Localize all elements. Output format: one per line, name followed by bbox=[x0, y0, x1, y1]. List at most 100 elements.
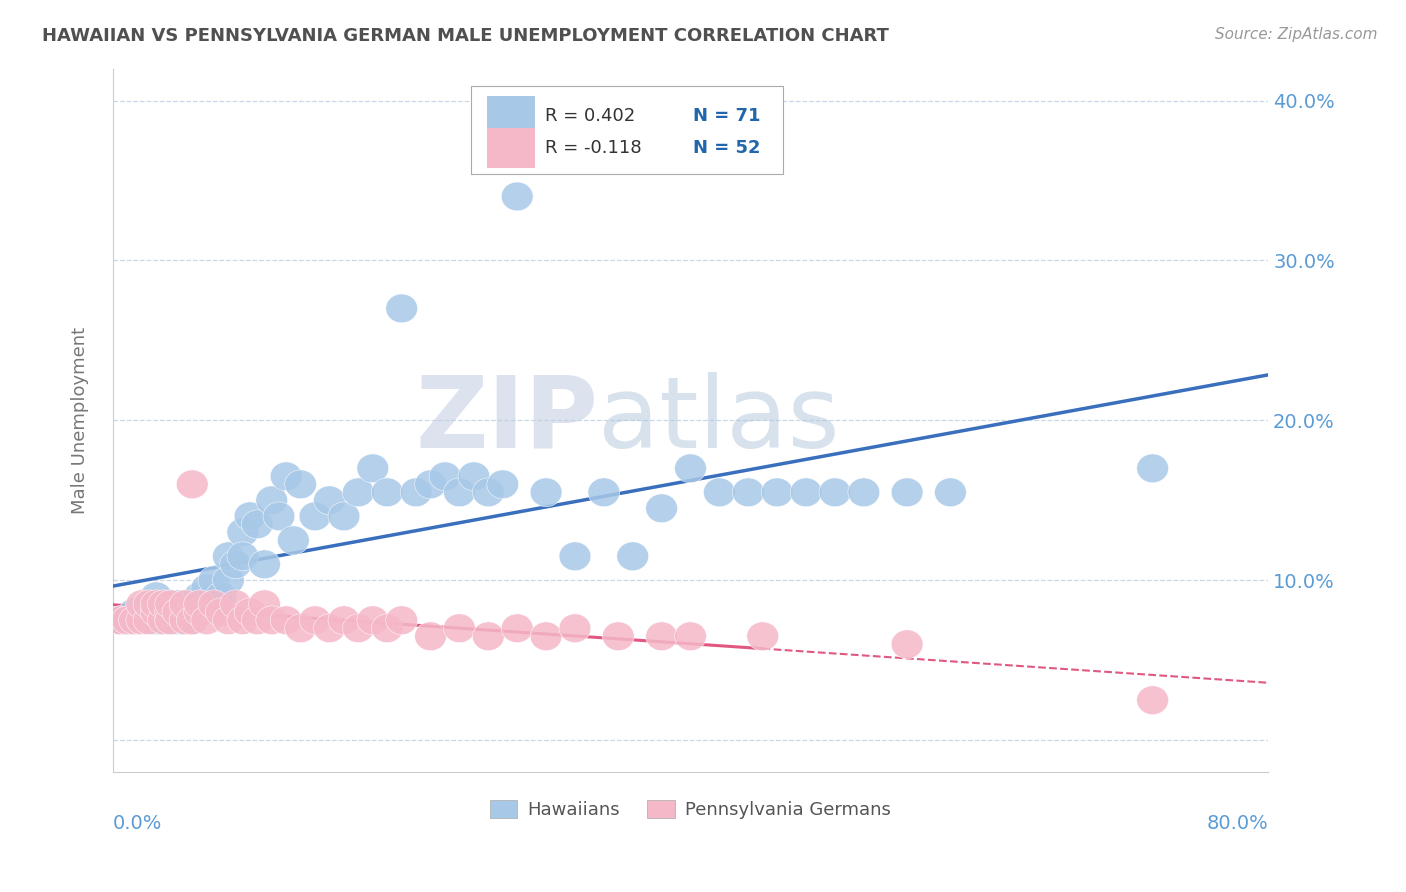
Ellipse shape bbox=[256, 486, 288, 515]
Text: 80.0%: 80.0% bbox=[1206, 814, 1268, 833]
Ellipse shape bbox=[134, 606, 165, 634]
Ellipse shape bbox=[118, 606, 150, 634]
Ellipse shape bbox=[111, 606, 143, 634]
Ellipse shape bbox=[176, 470, 208, 499]
Ellipse shape bbox=[270, 606, 302, 634]
Ellipse shape bbox=[415, 622, 447, 650]
Ellipse shape bbox=[385, 606, 418, 634]
Ellipse shape bbox=[169, 606, 201, 634]
Ellipse shape bbox=[790, 478, 823, 507]
Ellipse shape bbox=[235, 502, 266, 531]
Ellipse shape bbox=[263, 502, 295, 531]
Ellipse shape bbox=[472, 622, 505, 650]
Ellipse shape bbox=[299, 606, 330, 634]
Ellipse shape bbox=[502, 182, 533, 211]
Ellipse shape bbox=[104, 606, 136, 634]
Text: atlas: atlas bbox=[598, 372, 839, 469]
Ellipse shape bbox=[891, 630, 922, 658]
Ellipse shape bbox=[141, 598, 172, 627]
Text: HAWAIIAN VS PENNSYLVANIA GERMAN MALE UNEMPLOYMENT CORRELATION CHART: HAWAIIAN VS PENNSYLVANIA GERMAN MALE UNE… bbox=[42, 27, 889, 45]
Ellipse shape bbox=[155, 606, 187, 634]
Ellipse shape bbox=[343, 614, 374, 642]
Ellipse shape bbox=[284, 470, 316, 499]
Ellipse shape bbox=[242, 606, 273, 634]
Ellipse shape bbox=[226, 542, 259, 571]
Text: R = 0.402: R = 0.402 bbox=[546, 106, 636, 125]
Ellipse shape bbox=[148, 590, 180, 619]
Ellipse shape bbox=[935, 478, 966, 507]
Ellipse shape bbox=[429, 462, 461, 491]
Ellipse shape bbox=[645, 494, 678, 523]
Text: 0.0%: 0.0% bbox=[112, 814, 162, 833]
Ellipse shape bbox=[111, 606, 143, 634]
Ellipse shape bbox=[155, 590, 187, 619]
Ellipse shape bbox=[761, 478, 793, 507]
Ellipse shape bbox=[1136, 686, 1168, 714]
Ellipse shape bbox=[458, 462, 489, 491]
Ellipse shape bbox=[891, 478, 922, 507]
Ellipse shape bbox=[169, 606, 201, 634]
Ellipse shape bbox=[141, 582, 172, 611]
Ellipse shape bbox=[162, 598, 194, 627]
Text: N = 71: N = 71 bbox=[693, 106, 761, 125]
Ellipse shape bbox=[530, 622, 562, 650]
Ellipse shape bbox=[675, 622, 706, 650]
FancyBboxPatch shape bbox=[486, 128, 534, 168]
Ellipse shape bbox=[127, 590, 157, 619]
Ellipse shape bbox=[314, 486, 346, 515]
Ellipse shape bbox=[141, 606, 172, 634]
Ellipse shape bbox=[191, 606, 222, 634]
Ellipse shape bbox=[617, 542, 648, 571]
Ellipse shape bbox=[747, 622, 779, 650]
Ellipse shape bbox=[198, 590, 229, 619]
Ellipse shape bbox=[127, 606, 157, 634]
FancyBboxPatch shape bbox=[486, 95, 534, 136]
Ellipse shape bbox=[155, 598, 187, 627]
Ellipse shape bbox=[299, 502, 330, 531]
Ellipse shape bbox=[645, 622, 678, 650]
Ellipse shape bbox=[502, 614, 533, 642]
Ellipse shape bbox=[226, 518, 259, 547]
Ellipse shape bbox=[277, 526, 309, 555]
Ellipse shape bbox=[530, 478, 562, 507]
Ellipse shape bbox=[212, 542, 245, 571]
Ellipse shape bbox=[675, 454, 706, 483]
Ellipse shape bbox=[198, 566, 229, 595]
Ellipse shape bbox=[184, 598, 215, 627]
Ellipse shape bbox=[169, 590, 201, 619]
Ellipse shape bbox=[141, 598, 172, 627]
Ellipse shape bbox=[314, 614, 346, 642]
Ellipse shape bbox=[235, 598, 266, 627]
Ellipse shape bbox=[148, 606, 180, 634]
Ellipse shape bbox=[328, 502, 360, 531]
Ellipse shape bbox=[328, 606, 360, 634]
Ellipse shape bbox=[155, 606, 187, 634]
Ellipse shape bbox=[401, 478, 432, 507]
Ellipse shape bbox=[184, 598, 215, 627]
Text: R = -0.118: R = -0.118 bbox=[546, 139, 641, 157]
Ellipse shape bbox=[176, 590, 208, 619]
Ellipse shape bbox=[226, 606, 259, 634]
Ellipse shape bbox=[148, 606, 180, 634]
Ellipse shape bbox=[371, 614, 404, 642]
Ellipse shape bbox=[155, 598, 187, 627]
Ellipse shape bbox=[848, 478, 880, 507]
Ellipse shape bbox=[249, 590, 280, 619]
Ellipse shape bbox=[212, 566, 245, 595]
Ellipse shape bbox=[357, 454, 388, 483]
Ellipse shape bbox=[219, 590, 252, 619]
Text: N = 52: N = 52 bbox=[693, 139, 761, 157]
Ellipse shape bbox=[118, 598, 150, 627]
Ellipse shape bbox=[472, 478, 505, 507]
Ellipse shape bbox=[588, 478, 620, 507]
Text: ZIP: ZIP bbox=[415, 372, 598, 469]
Ellipse shape bbox=[169, 598, 201, 627]
Ellipse shape bbox=[212, 606, 245, 634]
Ellipse shape bbox=[134, 590, 165, 619]
Ellipse shape bbox=[134, 590, 165, 619]
Ellipse shape bbox=[602, 622, 634, 650]
Ellipse shape bbox=[127, 598, 157, 627]
Legend: Hawaiians, Pennsylvania Germans: Hawaiians, Pennsylvania Germans bbox=[482, 793, 898, 827]
Text: Source: ZipAtlas.com: Source: ZipAtlas.com bbox=[1215, 27, 1378, 42]
Ellipse shape bbox=[184, 590, 215, 619]
